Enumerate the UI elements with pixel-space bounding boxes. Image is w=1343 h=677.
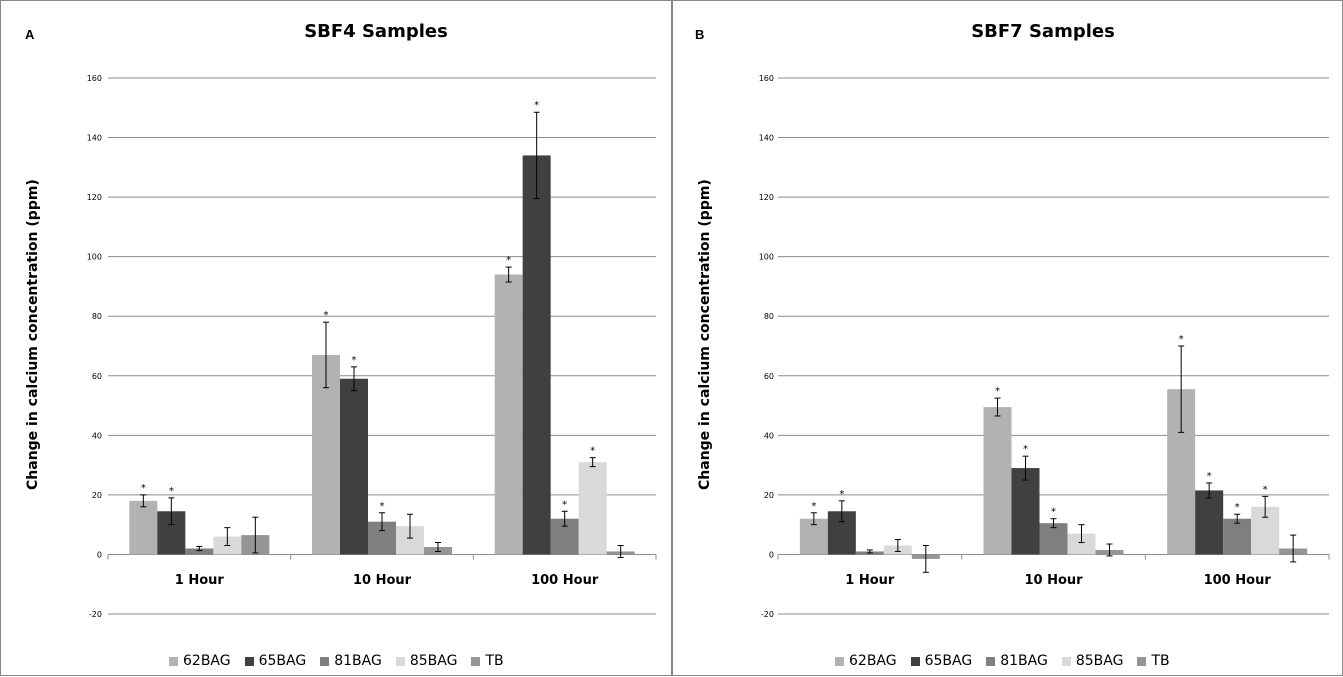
- bar: [494, 274, 523, 555]
- significance-mark: *: [506, 255, 511, 266]
- legend-label: TB: [485, 653, 504, 669]
- significance-mark: *: [169, 486, 174, 497]
- legend-swatch: [910, 656, 920, 666]
- significance-mark: *: [534, 100, 539, 111]
- significance-mark: *: [1051, 507, 1056, 518]
- legend-label: 62BAG: [849, 653, 897, 669]
- legend-label: TB: [1151, 653, 1170, 669]
- y-tick-label: 0: [769, 550, 774, 559]
- legend-item: TB: [471, 653, 504, 669]
- x-category-label: 1 Hour: [845, 573, 895, 588]
- panel-b: B SBF7 Samples Change in calcium concent…: [672, 0, 1343, 676]
- y-tick-label: 160: [87, 74, 102, 83]
- significance-mark: *: [324, 310, 329, 321]
- chart-plot: -20 0 20 40 60 80 100 120 140 160 * * 1 Hour * * * 10 Ho…: [759, 74, 1330, 619]
- legend-label: 85BAG: [409, 653, 458, 669]
- y-tick-label: 140: [759, 134, 774, 143]
- x-category-label: 10 Hour: [1024, 573, 1083, 588]
- significance-mark: *: [811, 501, 816, 512]
- legend-item: 85BAG: [1061, 653, 1124, 669]
- chart-title: SBF7 Samples: [971, 21, 1115, 42]
- y-tick-label: 80: [92, 312, 102, 321]
- x-category-label: 100 Hour: [531, 573, 599, 588]
- legend-swatch: [835, 656, 844, 666]
- y-tick-label: 80: [764, 312, 774, 321]
- x-category-label: 100 Hour: [1204, 573, 1272, 588]
- legend-label: 62BAG: [183, 653, 231, 669]
- significance-mark: *: [995, 386, 1000, 397]
- legend-swatch: [244, 656, 254, 666]
- panel-a: A SBF4 Samples Change in calcium concent…: [0, 0, 672, 676]
- legend-item: 62BAG: [835, 653, 897, 669]
- x-category-label: 10 Hour: [353, 573, 412, 588]
- bar: [1195, 490, 1224, 555]
- y-tick-label: 140: [87, 134, 102, 143]
- legend-label: 85BAG: [1075, 653, 1124, 669]
- bar: [578, 462, 607, 555]
- y-tick-label: 120: [87, 193, 102, 202]
- legend-swatch: [986, 656, 996, 666]
- y-tick-label: 160: [759, 74, 774, 83]
- bar: [1223, 518, 1252, 555]
- bar: [340, 378, 368, 555]
- chart-plot: -20 0 20 40 60 80 100 120 140 160 * * 1 Hour * * * 10 Ho…: [87, 74, 657, 619]
- significance-mark: *: [839, 489, 844, 500]
- y-tick-label: 100: [759, 253, 774, 262]
- y-tick-label: -20: [89, 610, 102, 619]
- panel-letter: A: [25, 27, 35, 42]
- legend-label: 81BAG: [334, 653, 382, 669]
- significance-mark: *: [1023, 444, 1028, 455]
- bar: [522, 155, 551, 555]
- legend-item: TB: [1137, 653, 1170, 669]
- bar: [983, 407, 1012, 555]
- y-tick-label: 20: [92, 491, 102, 500]
- legend-swatch: [395, 656, 405, 666]
- legend-item: 65BAG: [910, 653, 973, 669]
- y-tick-label: 20: [764, 491, 774, 500]
- significance-mark: *: [380, 501, 385, 512]
- x-category-label: 1 Hour: [175, 573, 225, 588]
- significance-mark: *: [141, 483, 146, 494]
- legend: 62BAG 65BAG 81BAG 85BAG TB: [835, 653, 1170, 669]
- y-tick-label: 40: [92, 431, 102, 440]
- bar: [1039, 523, 1068, 555]
- legend-label: 65BAG: [258, 653, 307, 669]
- chart-title: SBF4 Samples: [304, 21, 448, 42]
- legend-swatch: [1061, 656, 1071, 666]
- legend-item: 85BAG: [395, 653, 458, 669]
- legend-swatch: [1137, 656, 1147, 666]
- bar: [185, 548, 214, 555]
- y-tick-label: 60: [92, 372, 102, 381]
- y-tick-label: 120: [759, 193, 774, 202]
- y-tick-label: 40: [764, 431, 774, 440]
- bar: [1067, 533, 1096, 555]
- legend-item: 62BAG: [169, 653, 231, 669]
- y-tick-label: 60: [764, 372, 774, 381]
- significance-mark: *: [1179, 334, 1184, 345]
- legend-item: 81BAG: [986, 653, 1048, 669]
- legend-label: 81BAG: [1000, 653, 1048, 669]
- bar: [1011, 468, 1040, 555]
- legend-item: 65BAG: [244, 653, 307, 669]
- significance-mark: *: [1235, 502, 1240, 513]
- significance-mark: *: [562, 499, 567, 510]
- legend-swatch: [471, 656, 481, 666]
- y-tick-label: 0: [97, 550, 102, 559]
- legend-item: 81BAG: [320, 653, 382, 669]
- significance-mark: *: [590, 446, 595, 457]
- y-tick-label: 100: [87, 253, 102, 262]
- y-tick-label: -20: [761, 610, 774, 619]
- significance-mark: *: [1207, 471, 1212, 482]
- significance-mark: *: [1263, 484, 1268, 495]
- legend: 62BAG 65BAG 81BAG 85BAG TB: [169, 653, 504, 669]
- panel-letter: B: [695, 27, 705, 42]
- bar: [129, 500, 158, 555]
- legend-label: 65BAG: [924, 653, 973, 669]
- significance-mark: *: [352, 355, 357, 366]
- legend-swatch: [320, 656, 330, 666]
- legend-swatch: [169, 656, 178, 666]
